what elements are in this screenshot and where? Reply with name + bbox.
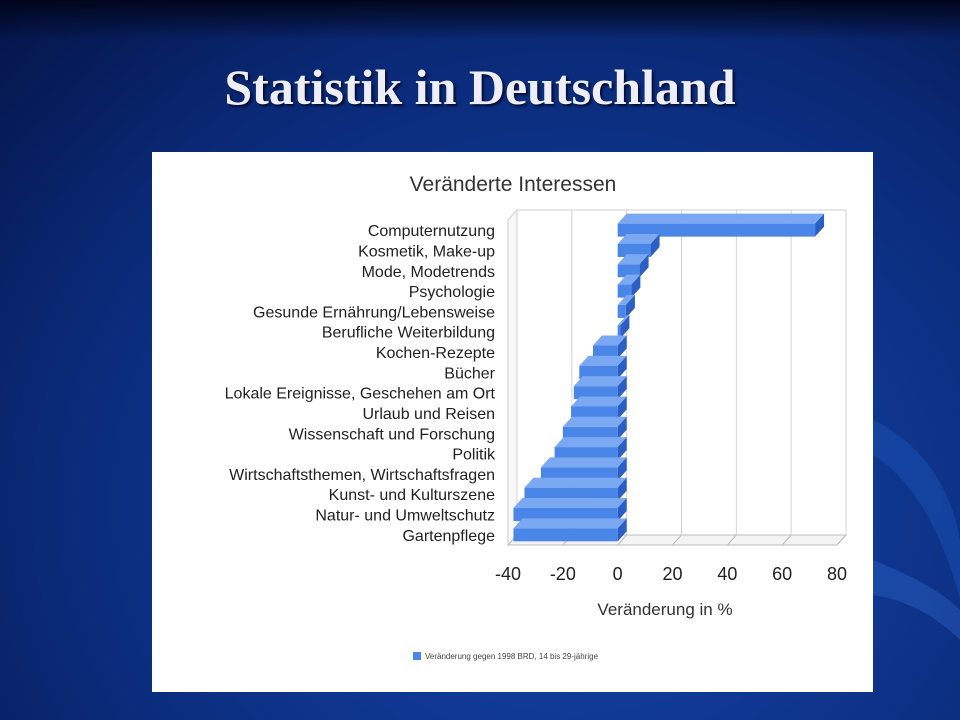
bar <box>617 243 651 257</box>
x-tick-label: -20 <box>550 564 576 584</box>
bar-side-face <box>631 274 641 298</box>
bar-side-face <box>620 315 630 339</box>
bar-side-face <box>617 416 627 440</box>
bar-top-face <box>513 498 627 509</box>
bar <box>617 304 626 318</box>
floor-gridline <box>617 534 628 546</box>
bar <box>617 264 640 278</box>
category-label: Mode, Modetrends <box>362 264 495 281</box>
bar <box>554 447 618 461</box>
bar-top-face <box>513 518 627 529</box>
bar-top-face <box>617 254 649 265</box>
category-label: Urlaub und Reisen <box>362 406 495 423</box>
x-tick-label: 0 <box>613 564 623 584</box>
bar-side-face <box>617 335 627 359</box>
x-axis-title: Veränderung in % <box>597 600 732 619</box>
bar <box>562 426 618 440</box>
category-label: Gartenpflege <box>402 528 495 545</box>
floor-gridline <box>836 534 847 546</box>
category-label: Kosmetik, Make-up <box>358 243 495 260</box>
x-tick-label: 40 <box>717 564 737 584</box>
chart-title: Veränderte Interessen <box>410 173 617 196</box>
x-tick-label: 20 <box>662 564 682 584</box>
chart-panel: -40 -20 0 20 40 60 80 Computernutzung Kosmetik, … <box>152 152 873 692</box>
bar-side-face <box>617 355 627 379</box>
bar <box>617 284 632 298</box>
bar-top-face <box>617 274 641 285</box>
bar <box>513 508 618 522</box>
slide-title: Statistik in Deutschland <box>224 59 736 115</box>
floor-gridline <box>726 534 737 546</box>
category-label: Wissenschaft und Forschung <box>289 426 495 443</box>
bar <box>579 365 618 379</box>
bar-top-face <box>592 335 627 346</box>
category-label: Kochen-Rezepte <box>376 345 495 362</box>
bar-top-face <box>579 355 627 366</box>
category-label: Computernutzung <box>368 223 495 240</box>
category-label: Wirtschaftsthemen, Wirtschaftsfragen <box>229 467 495 484</box>
bar-chart: -40 -20 0 20 40 60 80 Computernutzung Kosmetik, … <box>225 173 848 661</box>
x-tick-label: -40 <box>495 564 521 584</box>
bar-top-face <box>617 233 660 244</box>
bar-top-face <box>617 315 630 326</box>
bar <box>571 406 618 420</box>
category-label: Natur- und Umweltschutz <box>315 508 495 525</box>
bar-top-face <box>617 213 825 224</box>
legend-label: Veränderung gegen 1998 BRD, 14 bis 29-jä… <box>425 652 599 661</box>
bar <box>617 223 816 237</box>
x-tick-label: 80 <box>827 564 847 584</box>
bar-side-face <box>625 294 635 318</box>
bar <box>573 386 618 400</box>
bar-top-face <box>617 294 635 305</box>
x-tick-label: 60 <box>772 564 792 584</box>
plot-left-wall <box>507 208 518 547</box>
bar-side-face <box>617 396 627 420</box>
bar <box>617 325 621 339</box>
bar-top-face <box>524 477 627 488</box>
bar-top-face <box>540 457 627 468</box>
floor-gridline <box>672 534 682 546</box>
bar-side-face <box>815 213 825 237</box>
slide-top-band <box>0 0 960 40</box>
bar-top-face <box>573 376 627 387</box>
category-label: Gesunde Ernährung/Lebensweise <box>253 304 495 321</box>
bar-top-face <box>562 416 627 427</box>
bar-side-face <box>617 376 627 400</box>
bar-side-face <box>650 233 660 257</box>
bar-top-face <box>554 437 627 448</box>
bar-side-face <box>617 477 627 501</box>
bar <box>524 487 618 501</box>
bar-side-face <box>617 498 627 522</box>
bar-side-face <box>617 457 627 481</box>
bar-top-face <box>571 396 627 407</box>
bar <box>513 528 618 542</box>
category-label: Bücher <box>444 365 495 382</box>
bar-side-face <box>639 254 649 278</box>
bar-side-face <box>617 437 627 461</box>
bar-side-face <box>617 518 627 542</box>
category-label: Kunst- und Kulturszene <box>329 487 495 504</box>
category-label: Berufliche Weiterbildung <box>322 325 495 342</box>
bar <box>540 467 618 481</box>
bar <box>592 345 618 359</box>
category-label: Lokale Ereignisse, Geschehen am Ort <box>225 386 496 403</box>
legend-swatch <box>413 652 421 660</box>
category-label: Politik <box>452 447 496 464</box>
category-label: Psychologie <box>409 284 495 301</box>
floor-gridline <box>781 534 792 546</box>
